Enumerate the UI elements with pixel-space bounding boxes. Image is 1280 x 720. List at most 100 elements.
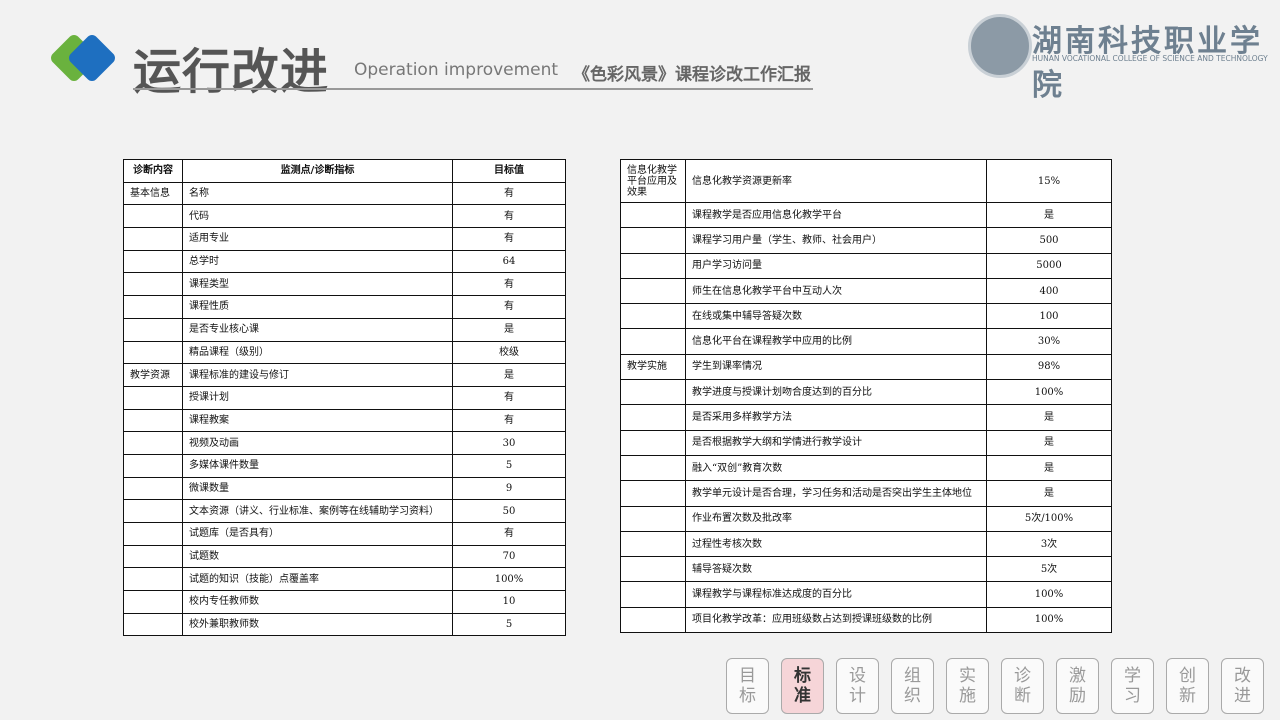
row: 课程性质有: [123, 295, 566, 319]
indicator-cell: 试题的知识（技能）点覆盖率: [182, 567, 453, 592]
indicator-cell: 微课数量: [182, 476, 453, 501]
category-cell: 教学实施: [620, 353, 686, 381]
row: 基本信息 名称有: [123, 181, 566, 206]
category-cell: 基本信息: [123, 181, 183, 206]
target-cell: 有: [452, 385, 566, 410]
title: 运行改进: [133, 44, 330, 100]
category-cell: 教学资源: [123, 363, 183, 387]
empty-cell: [620, 277, 686, 305]
row: 精品课程（级别） 校级: [123, 340, 566, 365]
nav-button[interactable]: 学习: [1111, 658, 1154, 714]
indicator-cell: 信息化教学资源更新率: [685, 159, 987, 203]
indicator-cell: 课程教案: [182, 408, 453, 433]
empty-cell: [123, 227, 183, 251]
indicator-cell: 是否根据教学大纲和学情进行教学设计: [685, 429, 987, 456]
row: 校外兼职教师数 5: [123, 612, 566, 637]
indicator-cell: 校外兼职教师数: [182, 612, 453, 637]
nav-button[interactable]: 目标: [726, 658, 769, 714]
row: 课程教案有: [123, 408, 566, 433]
empty-cell: [123, 476, 183, 501]
nav-button[interactable]: 组织: [891, 658, 934, 714]
nav-button[interactable]: 设计: [836, 658, 879, 714]
empty-cell: [620, 454, 686, 482]
college-emblem: [968, 14, 1032, 78]
divider: [133, 88, 813, 90]
row: 校内专任教师数 10: [123, 590, 566, 614]
empty-cell: [620, 252, 686, 279]
nav-button[interactable]: 创新: [1166, 658, 1209, 714]
header-cell: 诊断内容: [123, 159, 183, 183]
empty-cell: [620, 505, 686, 532]
indicator-cell: 融入“双创”教育次数: [685, 454, 987, 482]
indicator-cell: 名称: [182, 181, 453, 206]
empty-cell: [123, 272, 183, 297]
empty-cell: [620, 581, 686, 608]
target-cell: 100%: [986, 581, 1112, 608]
target-cell: 100%: [452, 567, 566, 592]
indicator-cell: 教学单元设计是否合理，学习任务和活动是否突出学生主体地位: [685, 480, 987, 507]
nav-button[interactable]: 标准: [781, 658, 824, 714]
row: 教学资源 课程标准的建设与修订是: [123, 363, 566, 387]
indicator-cell: 校内专任教师数: [182, 590, 453, 614]
target-cell: 5: [452, 453, 566, 478]
indicator-cell: 学生到课率情况: [685, 353, 987, 381]
target-cell: 是: [986, 429, 1112, 456]
row: 辅导答疑次数 5次: [620, 556, 1112, 583]
nav-button[interactable]: 改进: [1221, 658, 1264, 714]
empty-cell: [123, 590, 183, 614]
row: 教学实施 学生到课率情况 98%: [620, 353, 1112, 381]
target-cell: 15%: [986, 159, 1112, 203]
indicator-cell: 课程教学与课程标准达成度的百分比: [685, 581, 987, 608]
target-cell: 5次: [986, 556, 1112, 583]
indicator-cell: 过程性考核次数: [685, 530, 987, 558]
target-cell: 100%: [986, 379, 1112, 406]
indicator-cell: 试题库（是否具有）: [182, 522, 453, 546]
target-cell: 64: [452, 249, 566, 274]
indicator-cell: 用户学习访问量: [685, 252, 987, 279]
row: 是否根据教学大纲和学情进行教学设计是: [620, 429, 1112, 456]
empty-cell: [123, 295, 183, 319]
indicator-cell: 试题数: [182, 544, 453, 569]
college-name-en: HUNAN VOCATIONAL COLLEGE OF SCIENCE AND …: [1032, 54, 1268, 63]
row: 课程教学与课程标准达成度的百分比 100%: [620, 581, 1112, 608]
indicator-cell: 师生在信息化教学平台中互动人次: [685, 277, 987, 305]
target-cell: 是: [452, 317, 566, 342]
target-cell: 5: [452, 612, 566, 637]
empty-cell: [620, 227, 686, 254]
table-right: 信息化教学平台应用及效果 信息化教学资源更新率 15% 课程教学是否应用信息化教学平台…: [620, 159, 1112, 634]
indicator-cell: 课程类型: [182, 272, 453, 297]
target-cell: 100: [986, 303, 1112, 330]
header-cell: 监测点/诊断指标: [182, 159, 453, 183]
indicator-cell: 辅导答疑次数: [685, 556, 987, 583]
row: 总学时 64: [123, 249, 566, 274]
header-cell: 目标值: [452, 159, 566, 183]
indicator-cell: 适用专业: [182, 227, 453, 251]
row: 试题数 70: [123, 544, 566, 569]
nav-button[interactable]: 实施: [946, 658, 989, 714]
target-cell: 30: [452, 431, 566, 455]
empty-cell: [620, 328, 686, 355]
empty-cell: [123, 499, 183, 523]
nav-button[interactable]: 激励: [1056, 658, 1099, 714]
target-cell: 有: [452, 227, 566, 251]
target-cell: 70: [452, 544, 566, 569]
indicator-cell: 文本资源（讲义、行业标准、案例等在线辅助学习资料）: [182, 499, 453, 523]
target-cell: 有: [452, 272, 566, 297]
logo-diamonds: [51, 35, 115, 81]
target-cell: 有: [452, 204, 566, 229]
empty-cell: [620, 556, 686, 583]
indicator-cell: 总学时: [182, 249, 453, 274]
empty-cell: [123, 431, 183, 455]
subtitle: Operation improvement: [354, 60, 559, 80]
target-cell: 9: [452, 476, 566, 501]
indicator-cell: 作业布置次数及批改率: [685, 505, 987, 532]
indicator-cell: 项目化教学改革：应用班级数占达到授课班级数的比例: [685, 606, 987, 634]
target-cell: 5000: [986, 252, 1112, 279]
empty-cell: [620, 429, 686, 456]
nav-button[interactable]: 诊断: [1001, 658, 1044, 714]
target-cell: 30%: [986, 328, 1112, 355]
report-title: 《色彩风景》课程诊改工作汇报: [573, 65, 811, 85]
empty-cell: [123, 522, 183, 546]
empty-cell: [123, 385, 183, 410]
empty-cell: [123, 453, 183, 478]
